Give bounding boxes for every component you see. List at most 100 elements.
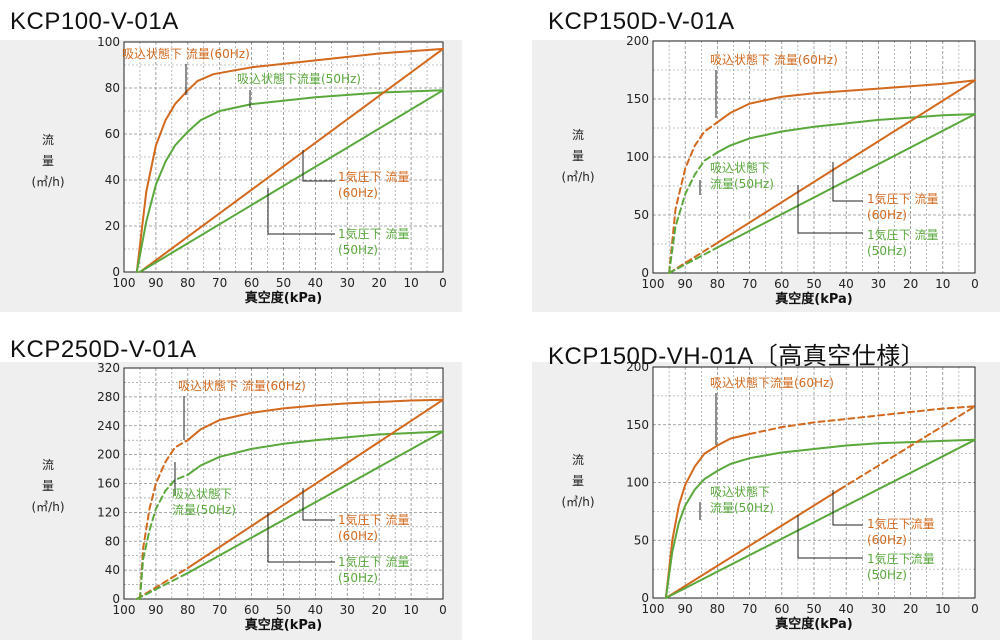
annotation-label: (60Hz): [867, 208, 907, 222]
y-axis-label-char: 量: [571, 474, 584, 488]
y-axis-label-unit: (㎥/h): [31, 175, 65, 189]
annotation-leader-line: [267, 188, 335, 235]
y-axis-label-char: 量: [41, 154, 54, 168]
y-tick-label: 50: [634, 208, 649, 222]
series-line: [716, 113, 976, 154]
y-tick-label: 200: [97, 448, 120, 462]
x-tick-label: 0: [439, 603, 447, 617]
x-tick-label: 50: [276, 276, 291, 290]
x-tick-label: 70: [742, 277, 757, 291]
y-axis-label: 流 量 (㎥/h): [558, 450, 598, 513]
series-line: [664, 433, 751, 599]
plot-frame: [123, 41, 444, 273]
y-tick-label: 150: [626, 418, 649, 432]
y-tick-label: 20: [105, 219, 120, 233]
y-tick-label: 100: [626, 476, 649, 490]
annotation-label: 流量(50Hz): [172, 503, 236, 517]
y-tick-label: 0: [112, 265, 120, 279]
series-line: [838, 405, 976, 491]
series-line: [664, 438, 976, 599]
series-line: [138, 47, 444, 273]
series-line: [186, 430, 444, 574]
series-line: [664, 438, 976, 599]
x-tick-label: 10: [935, 277, 950, 291]
x-tick-label: 90: [148, 276, 163, 290]
annotation-leader-line: [832, 162, 863, 202]
x-tick-label: 100: [113, 276, 136, 290]
series-line: [668, 151, 719, 274]
x-tick-label: 80: [180, 603, 195, 617]
annotation-label: 吸込状態下: [710, 160, 770, 175]
y-tick-label: 150: [626, 92, 649, 106]
y-axis-label-unit: (㎥/h): [561, 495, 595, 509]
x-tick-label: 20: [372, 276, 387, 290]
annotation-label: 1気圧下流量: [867, 551, 935, 566]
x-tick-label: 60: [774, 277, 789, 291]
x-tick-label: 100: [113, 603, 136, 617]
y-tick-label: 160: [97, 477, 120, 491]
annotation-label: (50Hz): [867, 244, 907, 258]
y-tick-label: 80: [105, 81, 120, 95]
annotation-label: 1気圧下 流量: [338, 554, 409, 569]
x-tick-label: 40: [308, 603, 323, 617]
y-axis-label-unit: (㎥/h): [31, 500, 65, 514]
x-tick-label: 90: [678, 602, 693, 616]
y-axis-label-char: 流: [571, 128, 584, 142]
annotation-label: 吸込状態下: [172, 486, 232, 501]
chart-title: KCP150D-VH-01A〔高真空仕様〕: [548, 343, 926, 370]
annotation-label: 吸込状態下流量(60Hz): [710, 375, 834, 390]
annotation-label: (50Hz): [338, 571, 378, 585]
x-tick-label: 0: [971, 277, 979, 291]
plot-frame: [652, 40, 976, 274]
x-tick-label: 20: [903, 277, 918, 291]
annotation-leader-line: [797, 185, 863, 234]
x-tick-label: 90: [148, 603, 163, 617]
x-axis-label: 真空度(kPa): [245, 617, 322, 633]
series-line: [135, 47, 444, 273]
annotation-label: 1気圧下 流量: [338, 512, 409, 527]
x-tick-label: 30: [871, 602, 886, 616]
x-tick-label: 100: [642, 277, 665, 291]
x-tick-label: 10: [403, 276, 418, 290]
x-tick-label: 90: [678, 277, 693, 291]
y-axis-label-unit: (㎥/h): [561, 170, 595, 184]
y-tick-label: 280: [97, 390, 120, 404]
annotation-label: 吸込状態下 流量(60Hz): [122, 46, 250, 61]
x-tick-label: 30: [871, 277, 886, 291]
y-tick-label: 200: [626, 34, 649, 48]
x-tick-label: 50: [276, 603, 291, 617]
annotation-label: (60Hz): [338, 186, 378, 200]
annotation-label: 1気圧下 流量: [867, 191, 938, 206]
y-axis-label: 流 量 (㎥/h): [28, 130, 68, 193]
x-tick-label: 0: [971, 602, 979, 616]
y-tick-label: 0: [112, 592, 120, 606]
y-axis-label: 流 量 (㎥/h): [28, 455, 68, 518]
chart-title: KCP250D-V-01A: [10, 336, 197, 363]
annotation-label: (50Hz): [867, 568, 907, 582]
annotation-label: 流量(50Hz): [710, 177, 774, 191]
x-tick-label: 50: [806, 602, 821, 616]
annotation-label: 吸込状態下流量(50Hz): [237, 71, 361, 86]
chart-title: KCP150D-V-01A: [548, 8, 735, 35]
x-tick-label: 30: [340, 276, 355, 290]
annotation-label: (60Hz): [338, 529, 378, 543]
plot-frame: [652, 366, 976, 599]
x-tick-label: 30: [340, 603, 355, 617]
x-tick-label: 20: [903, 602, 918, 616]
series-line: [138, 89, 444, 273]
y-tick-label: 40: [105, 173, 120, 187]
x-tick-label: 60: [244, 603, 259, 617]
x-tick-label: 80: [710, 602, 725, 616]
annotation-leader-line: [832, 490, 863, 526]
series-line: [748, 405, 976, 435]
annotation-label: 吸込状態下 流量(60Hz): [710, 52, 838, 67]
y-axis-label-char: 量: [41, 479, 54, 493]
series-line: [668, 246, 719, 274]
y-tick-label: 60: [105, 127, 120, 141]
annotation-label: 流量(50Hz): [710, 501, 774, 515]
series-line: [186, 398, 444, 442]
x-tick-label: 70: [742, 602, 757, 616]
y-axis-label-char: 流: [571, 453, 584, 467]
chart-1: 100 90 80 70 60 50 40 30 20 10 0020406080100真空度(kP…: [97, 35, 447, 306]
